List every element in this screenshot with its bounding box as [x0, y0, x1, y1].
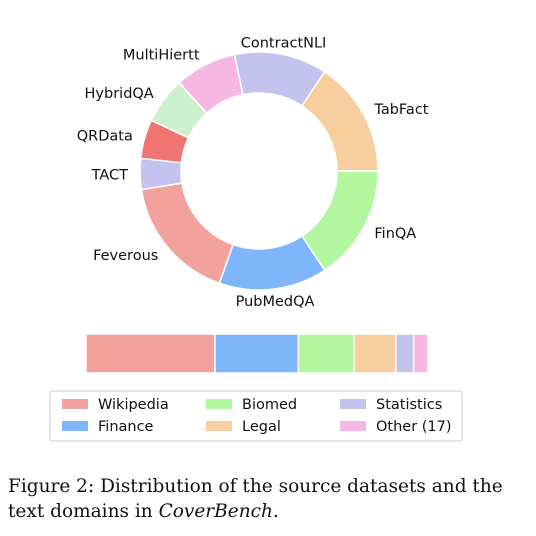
slice-label-tabfact: TabFact	[373, 102, 428, 118]
figure: TACT QRData HybridQA MultiHiertt ContractNLI…	[49, 35, 463, 442]
legend-label-finance: Finance	[98, 419, 154, 435]
figure-caption: Figure 2: Distribution of the source dat…	[8, 474, 528, 524]
caption-suffix: .	[272, 501, 279, 522]
legend-swatch-biomed	[206, 399, 232, 409]
legend: Wikipedia Finance Biomed Legal Statistics Oth…	[49, 390, 463, 442]
legend-swatch-legal	[206, 421, 232, 431]
slice-label-hybridqa: HybridQA	[85, 86, 154, 102]
slice-feverous	[140, 182, 234, 285]
slice-label-contractnli: ContractNLI	[241, 35, 327, 51]
slice-label-tact: TACT	[91, 167, 129, 183]
legend-swatch-finance	[62, 421, 88, 431]
bar-segment-finance	[214, 333, 300, 374]
slice-label-feverous: Feverous	[93, 248, 158, 264]
stacked-bar-chart	[85, 333, 429, 374]
legend-label-statistics: Statistics	[376, 397, 442, 413]
legend-swatch-wikipedia	[62, 399, 88, 409]
legend-swatch-statistics	[340, 399, 366, 409]
bar-segment-biomed	[297, 333, 355, 374]
legend-swatch-other-17	[340, 421, 366, 431]
legend-label-other-17: Other (17)	[376, 419, 452, 435]
caption-emph: CoverBench	[158, 501, 273, 522]
donut-chart	[139, 51, 379, 291]
legend-label-wikipedia: Wikipedia	[98, 397, 169, 413]
bar-segment-statistics	[395, 333, 415, 374]
bar-segment-wikipedia	[85, 333, 216, 374]
slice-label-multihiertt: MultiHiertt	[123, 47, 200, 63]
slice-label-qrdata: QRData	[77, 129, 133, 145]
donut-labels: TACT QRData HybridQA MultiHiertt ContractNLI…	[77, 35, 429, 310]
bar-segment-legal	[353, 333, 397, 374]
bar-segment-other-17	[412, 333, 429, 374]
caption-prefix: Figure 2: Distribution of the source dat…	[8, 476, 503, 522]
legend-label-legal: Legal	[242, 419, 281, 435]
slice-label-pubmedqa: PubMedQA	[236, 294, 315, 310]
legend-label-biomed: Biomed	[242, 397, 297, 413]
slice-label-finqa: FinQA	[374, 226, 416, 242]
